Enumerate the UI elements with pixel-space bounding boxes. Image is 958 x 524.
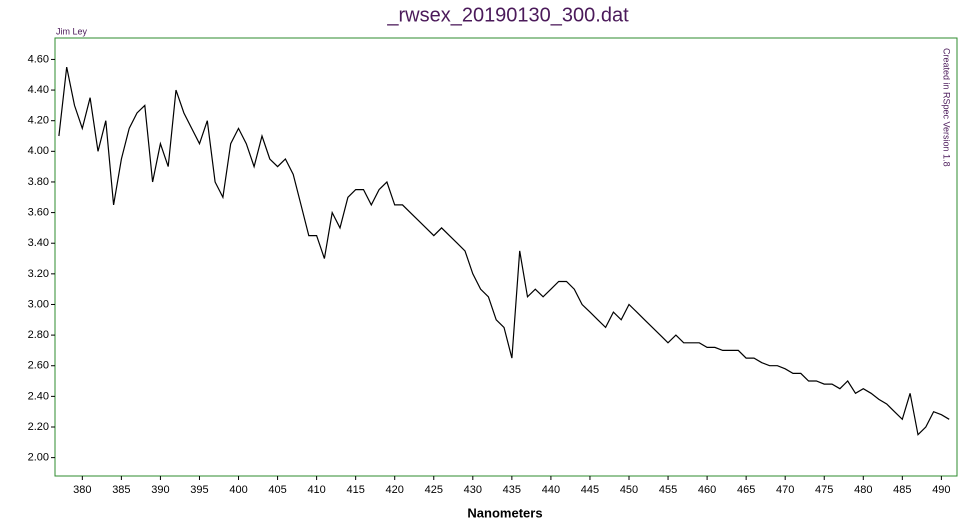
plot-frame [54, 37, 958, 477]
x-tick-label: 400 [229, 484, 247, 496]
x-tick-label: 385 [112, 484, 130, 496]
x-tick-label: 490 [932, 484, 950, 496]
x-tick-label: 425 [425, 484, 443, 496]
x-tick-label: 440 [542, 484, 560, 496]
x-tick-label: 420 [386, 484, 404, 496]
x-tick-label: 450 [620, 484, 638, 496]
software-note: Created in RSpec Version 1.8 [942, 48, 952, 167]
x-tick-label: 390 [151, 484, 169, 496]
x-tick-label: 485 [893, 484, 911, 496]
y-tick-label: 4.00 [28, 145, 49, 157]
y-tick-label: 2.00 [28, 452, 49, 464]
x-tick-label: 430 [464, 484, 482, 496]
y-tick-label: 2.60 [28, 360, 49, 372]
y-tick-label: 3.20 [28, 268, 49, 280]
x-tick-label: 470 [776, 484, 794, 496]
y-tick-label: 2.80 [28, 329, 49, 341]
x-tick-label: 415 [346, 484, 364, 496]
y-tick-label: 4.40 [28, 84, 49, 96]
y-tick-label: 3.40 [28, 237, 49, 249]
x-tick-label: 395 [190, 484, 208, 496]
y-tick-label: 2.40 [28, 390, 49, 402]
chart-title: _rwsex_20190130_300.dat [386, 4, 629, 26]
y-tick-label: 4.20 [28, 115, 49, 127]
x-tick-label: 465 [737, 484, 755, 496]
x-tick-label: 435 [503, 484, 521, 496]
x-tick-label: 480 [854, 484, 872, 496]
x-axis-label: Nanometers [467, 505, 542, 520]
x-tick-label: 445 [581, 484, 599, 496]
x-tick-label: 475 [815, 484, 833, 496]
author-note: Jim Ley [56, 26, 88, 36]
x-tick-label: 410 [307, 484, 325, 496]
y-tick-label: 2.20 [28, 421, 49, 433]
x-tick-label: 460 [698, 484, 716, 496]
x-tick-label: 380 [73, 484, 91, 496]
spectrum-line [58, 66, 950, 436]
y-tick-label: 3.60 [28, 206, 49, 218]
y-tick-label: 3.80 [28, 176, 49, 188]
y-tick-label: 4.60 [28, 53, 49, 65]
y-tick-label: 3.00 [28, 298, 49, 310]
x-tick-label: 455 [659, 484, 677, 496]
x-tick-label: 405 [268, 484, 286, 496]
